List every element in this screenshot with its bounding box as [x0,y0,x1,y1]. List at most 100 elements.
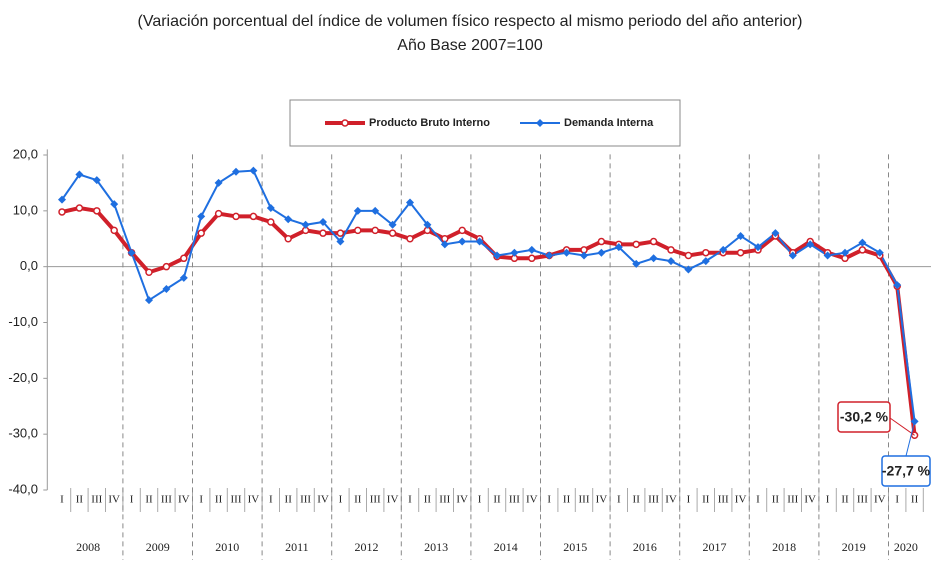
point [58,208,66,216]
point [702,248,710,257]
point [858,246,867,254]
year-label: 2012 [355,540,379,554]
point [319,229,327,237]
x-tick-label: II [424,494,432,506]
x-tick-label: I [339,494,343,506]
point [319,218,327,227]
x-tick-label: II [702,494,710,506]
point [284,215,293,224]
x-tick-label: II [841,494,849,506]
point [75,170,84,179]
point [110,200,119,209]
series-line [61,169,916,422]
legend-label: Demanda Interna [564,117,654,129]
x-tick-label: I [60,494,64,506]
x-tick-label: IV [317,494,329,506]
point [336,229,345,237]
point [93,207,101,215]
point [736,231,745,240]
point [92,176,101,185]
point [536,119,544,127]
point [823,251,832,260]
x-tick-label: IV [387,494,399,506]
point [267,218,275,226]
point [249,166,258,175]
y-tick-label: 20,0 [13,146,38,161]
point [510,248,519,257]
x-tick-label: IV [665,494,677,506]
point [440,240,449,249]
year-label: 2019 [842,540,866,554]
point [632,259,641,268]
point [875,248,884,257]
x-tick-label: III [857,494,868,506]
x-tick-label: IV [526,494,538,506]
point [406,235,414,243]
end-label: -30,2 % [840,409,889,425]
x-tick-label: IV [178,494,190,506]
x-tick-label: III [300,494,311,506]
x-tick-label: I [547,494,551,506]
callout-box [837,401,891,433]
callout-box [881,455,931,487]
x-tick-label: III [648,494,659,506]
point [354,226,362,235]
x-tick-label: IV [108,494,120,506]
point [353,206,362,215]
point [475,237,484,246]
point [162,262,171,271]
point [232,212,240,221]
point [649,237,658,246]
x-tick-label: IV [804,494,816,506]
x-tick-label: I [199,494,203,506]
x-tick-label: I [617,494,621,506]
point [719,245,728,254]
x-tick-label: II [76,494,84,506]
year-label: 2017 [703,540,727,554]
end-label: -27,7 % [882,463,931,479]
point [214,178,223,187]
point [388,229,397,237]
y-tick-label: -20,0 [8,370,38,385]
x-tick-label: II [145,494,153,506]
x-tick-label: III [509,494,520,506]
point [754,243,762,252]
callout-line [905,421,916,457]
x-tick-label: III [787,494,798,506]
x-tick-label: II [215,494,223,506]
point [249,212,258,221]
point [145,268,153,277]
year-label: 2009 [146,540,170,554]
x-tick-label: I [408,494,412,506]
y-tick-label: 10,0 [13,202,38,217]
year-label: 2014 [494,540,518,554]
point [580,251,588,260]
point [406,198,414,207]
point [197,229,205,237]
chart-title: (Variación porcentual del índice de volu… [138,13,803,30]
point [232,167,240,176]
point [806,240,815,249]
point [458,226,466,235]
chart-subtitle: Año Base 2007=100 [397,37,543,54]
point [284,235,292,243]
x-tick-label: IV [735,494,747,506]
point [667,246,675,254]
year-label: 2008 [76,540,100,554]
point [110,226,118,235]
point [423,220,432,229]
point [597,248,606,257]
x-tick-label: III [91,494,102,506]
point [649,254,658,263]
year-label: 2018 [772,540,796,554]
point [562,248,571,257]
x-tick-label: II [563,494,571,506]
point [632,240,640,249]
x-tick-label: II [285,494,293,506]
point [197,212,206,221]
y-tick-label: 0,0 [20,258,38,273]
x-tick-label: I [687,494,691,506]
y-tick-label: -40,0 [8,481,38,496]
y-tick-label: -10,0 [8,314,38,329]
x-tick-label: IV [874,494,886,506]
